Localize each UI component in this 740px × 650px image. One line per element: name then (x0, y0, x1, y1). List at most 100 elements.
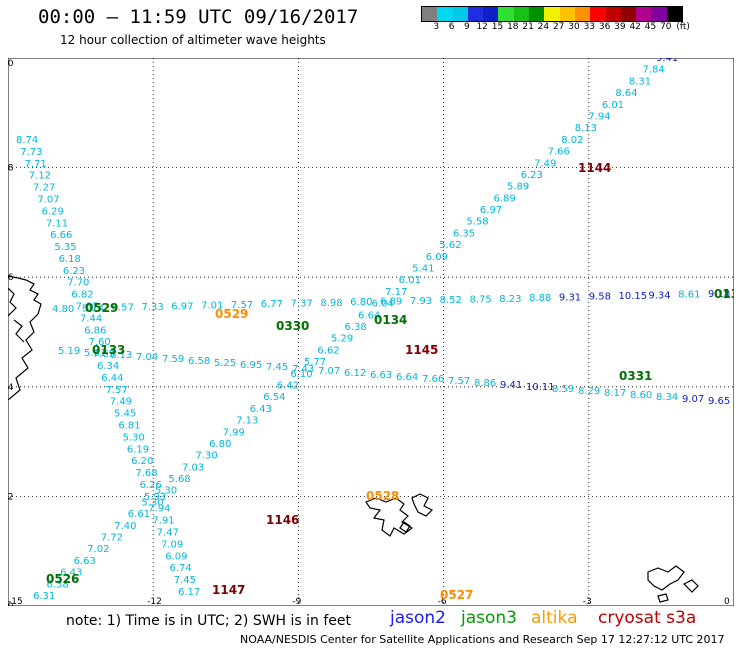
color-scale-label: 15 (491, 22, 504, 32)
color-scale-swatch (544, 7, 560, 21)
wave-height-value: 7.45 (266, 362, 288, 373)
legend-jason3: jason3 (461, 608, 517, 628)
color-scale-swatch (467, 7, 484, 21)
wave-height-value: 6.82 (71, 290, 93, 301)
color-scale-swatch (559, 7, 575, 21)
x-tick-label: 0 (724, 597, 730, 606)
wave-height-value: 8.60 (630, 390, 652, 401)
color-scale-swatch (437, 7, 453, 21)
pass-time-label: 0528 (366, 489, 399, 503)
wave-height-value: 7.04 (136, 352, 158, 363)
wave-height-value: 7.01 (201, 301, 223, 312)
wave-height-value: 6.38 (47, 579, 69, 590)
wave-height-value: 6.29 (42, 206, 64, 217)
pass-time-label: 1145 (405, 343, 438, 357)
y-tick-label: 68 (8, 164, 14, 174)
color-scale-swatch (605, 7, 621, 21)
pass-time-label: 0529 (85, 301, 118, 315)
map-grid (8, 58, 734, 606)
wave-height-value: 5.58 (466, 217, 488, 228)
legend-altika: altika (531, 608, 578, 628)
color-scale-label: 18 (507, 22, 519, 32)
wave-height-value: 6.58 (188, 356, 210, 367)
wave-height-value: 7.93 (410, 296, 432, 307)
wave-height-value: 7.07 (318, 366, 340, 377)
wave-height-value: 6.43 (250, 404, 272, 415)
wave-height-value: 7.27 (33, 183, 55, 194)
pass-time-label: 1146 (266, 513, 299, 527)
wave-height-value: 6.09 (426, 252, 448, 263)
color-scale-label: 6 (448, 22, 455, 32)
wave-height-value: 8.13 (575, 123, 597, 134)
wave-height-value: 5.89 (507, 182, 529, 193)
wave-height-value: 7.59 (162, 354, 184, 365)
wave-height-value: 6.54 (263, 392, 285, 403)
wave-height-value: 7.99 (223, 427, 245, 438)
wave-height-value: 6.38 (345, 322, 367, 333)
wave-height-value: 7.49 (534, 158, 556, 169)
wave-height-value: 8.59 (552, 384, 574, 395)
color-scale-label: (ft) (676, 22, 690, 32)
pass-time-label: 0134 (374, 313, 407, 327)
color-scale-swatch (574, 7, 591, 21)
wave-height-value: 6.18 (59, 254, 81, 265)
x-tick-label: -9 (292, 597, 301, 606)
wave-height-value: 9.31 (559, 292, 581, 303)
wave-height-value: 7.45 (174, 575, 196, 586)
wave-height-value: 5.93 (144, 492, 166, 503)
color-scale-swatch (651, 7, 667, 21)
pass-time-label: 0134 (714, 287, 734, 301)
wave-height-value: 4.80 (52, 304, 74, 315)
wave-height-value: 6.23 (63, 266, 85, 277)
axis-tick-labels: -15 -12 -9 -6 -3 0 70 68 66 64 62 60 (8, 59, 730, 606)
wave-height-value: 7.49 (110, 397, 132, 408)
wave-height-value: 6.62 (317, 345, 339, 356)
wave-height-value: 7.73 (20, 147, 42, 158)
y-tick-label: 64 (8, 383, 14, 393)
y-tick-label: 62 (8, 492, 13, 502)
wave-height-value: 7.65 (93, 349, 115, 360)
x-tick-label: -6 (438, 597, 447, 606)
wave-height-value: 5.25 (214, 358, 236, 369)
wave-height-value: 10.15 (619, 291, 648, 302)
x-tick-label: -15 (8, 597, 23, 606)
wave-height-value: 6.01 (602, 100, 624, 111)
map-frame (8, 58, 734, 606)
y-tick-label: 70 (8, 59, 14, 69)
wave-height-value: 7.07 (37, 194, 59, 205)
color-scale-swatch (666, 7, 683, 21)
wave-height-value: 8.88 (529, 293, 551, 304)
color-scale-label: 39 (614, 22, 626, 32)
wave-height-value: 5.30 (141, 497, 163, 508)
wave-height-value: 6.35 (453, 228, 475, 239)
color-scale-label: 9 (464, 22, 470, 32)
wave-height-value: 8.23 (499, 294, 521, 305)
wave-height-value: 7.03 (182, 462, 204, 473)
color-scale-label: 24 (537, 22, 550, 32)
wave-height-value: 6.20 (131, 456, 153, 467)
wave-height-value: 8.74 (16, 135, 38, 146)
color-scale-label: 36 (598, 22, 611, 32)
wave-height-value: 5.45 (114, 409, 136, 420)
color-scale-label: 27 (552, 22, 565, 32)
wave-height-value: 6.43 (60, 568, 82, 579)
wave-height-value: 7.40 (114, 521, 136, 532)
color-scale-swatch (620, 7, 637, 21)
wave-height-value: 5.19 (58, 346, 80, 357)
wave-height-value: 8.17 (604, 388, 626, 399)
wave-height-value: 7.91 (152, 516, 174, 527)
pass-time-label: 0526 (46, 572, 79, 586)
wave-height-value: 5.35 (54, 242, 76, 253)
wave-height-value: 6.34 (97, 361, 119, 372)
wave-height-value: 6.12 (344, 368, 366, 379)
wave-height-value: 7.47 (157, 528, 179, 539)
wave-height-value: 6.97 (480, 205, 502, 216)
wave-height-value: 6.63 (370, 370, 392, 381)
y-tick-label: 66 (8, 273, 14, 283)
pass-time-label: 0330 (276, 319, 309, 333)
wave-height-value: 5.77 (304, 357, 326, 368)
wave-height-value: 8.64 (615, 88, 637, 99)
color-scale-label: 12 (476, 22, 488, 32)
wave-height-value: 8.29 (578, 386, 600, 397)
wave-height-value: 5.68 (168, 474, 190, 485)
